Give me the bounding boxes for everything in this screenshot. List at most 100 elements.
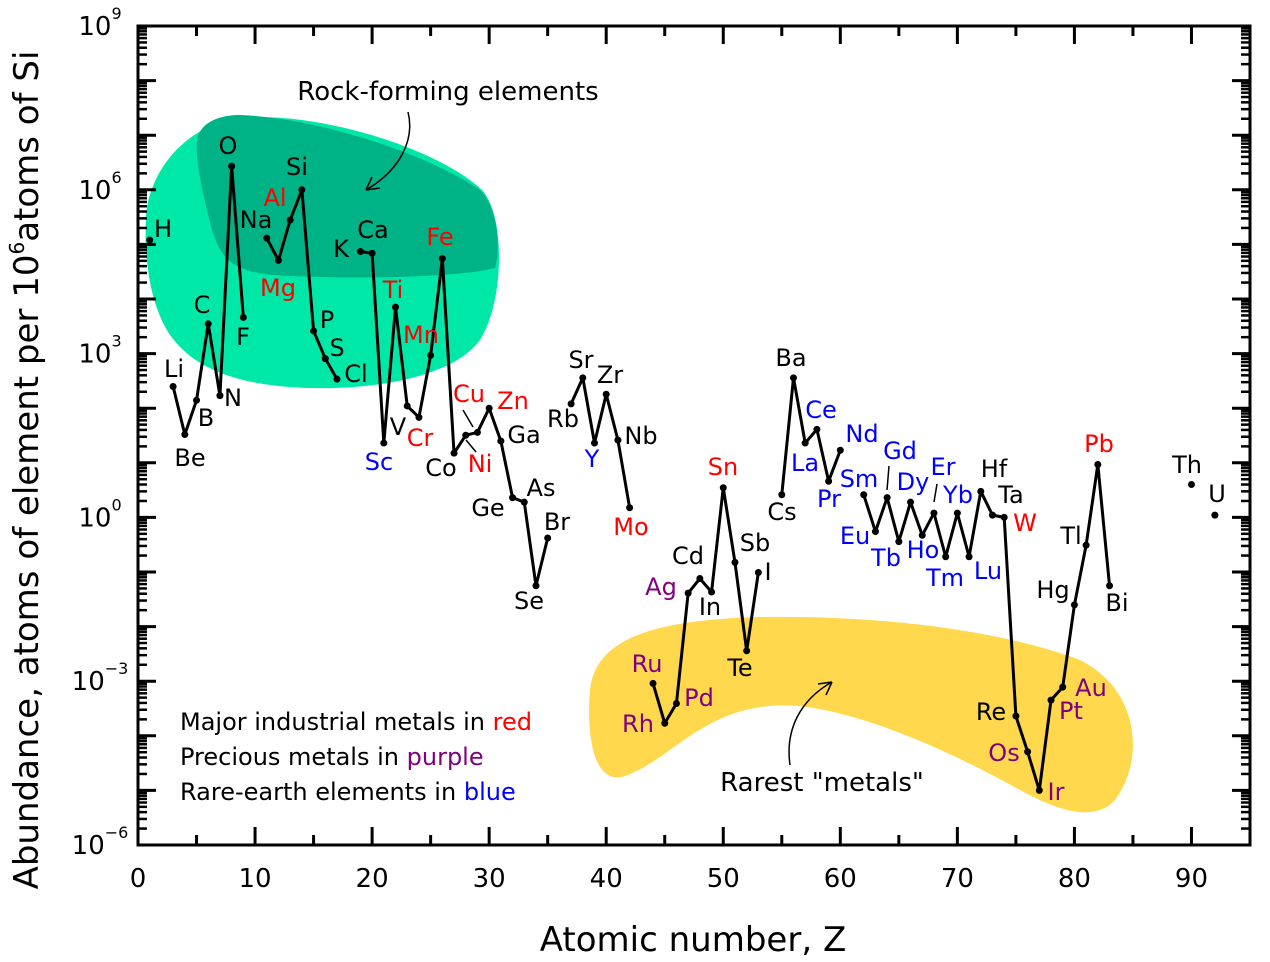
- label-zr: Zr: [597, 361, 623, 389]
- label-h: H: [154, 215, 172, 243]
- y-axis-label-suffix: atoms of Si: [7, 51, 47, 242]
- point-pb: [1094, 461, 1102, 469]
- label-k: K: [333, 235, 350, 263]
- point-v: [403, 402, 411, 410]
- point-c: [204, 320, 212, 328]
- point-li: [169, 382, 177, 390]
- x-tick-label: 50: [707, 864, 740, 894]
- point-sn: [719, 484, 727, 492]
- label-re: Re: [976, 698, 1006, 726]
- y-tick-label: 103: [78, 332, 121, 370]
- label-ag: Ag: [645, 573, 677, 601]
- label-mo: Mo: [613, 513, 648, 541]
- y-axis-label: Abundance, atoms of element per 106atoms…: [5, 51, 47, 890]
- point-fe: [438, 255, 446, 263]
- point-zn: [485, 404, 493, 412]
- axes: 0 10 20 30 40 50 60 70 80 90 109 106 103 100 10−3 10−6: [72, 4, 1252, 894]
- point-i: [754, 568, 762, 576]
- point-ta: [988, 511, 996, 519]
- label-p: P: [320, 306, 334, 334]
- label-se: Se: [514, 587, 544, 615]
- point-ho: [918, 531, 926, 539]
- legend: Major industrial metals in red Precious m…: [180, 708, 532, 806]
- point-gd: [883, 494, 891, 502]
- point-ti: [392, 303, 400, 311]
- point-cu: [473, 428, 481, 436]
- label-cr: Cr: [407, 424, 434, 452]
- label-ba: Ba: [775, 344, 806, 372]
- y-tick-label: 109: [78, 4, 121, 42]
- label-nb: Nb: [624, 422, 657, 450]
- label-mn: Mn: [403, 321, 439, 349]
- point-k: [356, 248, 364, 256]
- label-ca: Ca: [357, 216, 388, 244]
- rock-forming-label: Rock-forming elements: [297, 77, 598, 107]
- point-rb: [567, 400, 575, 408]
- point-nb: [614, 436, 622, 444]
- point-sb: [731, 558, 739, 566]
- label-c: C: [194, 291, 211, 319]
- point-rh: [661, 719, 669, 727]
- label-in: In: [699, 593, 721, 621]
- label-y: Y: [584, 445, 600, 473]
- point-ir: [1035, 786, 1043, 794]
- x-tick-label: 0: [130, 864, 147, 894]
- label-te: Te: [726, 654, 752, 682]
- label-ga: Ga: [507, 421, 540, 449]
- point-tm: [942, 553, 950, 561]
- legend-item-purple: Precious metals in purple: [180, 743, 484, 771]
- point-al: [286, 216, 294, 224]
- label-as: As: [527, 474, 556, 502]
- label-ho: Ho: [907, 536, 940, 564]
- label-dy: Dy: [897, 468, 930, 496]
- point-pr: [825, 477, 833, 485]
- label-cl: Cl: [344, 360, 367, 388]
- label-ir: Ir: [1048, 778, 1065, 806]
- point-mn: [427, 351, 435, 359]
- label-be: Be: [174, 444, 205, 472]
- label-gd: Gd: [883, 437, 917, 465]
- cu-leader: [462, 409, 474, 428]
- rarest-metals-arrow: [788, 681, 833, 766]
- rock-forming-region-dark: [196, 115, 498, 278]
- point-hg: [1070, 601, 1078, 609]
- x-tick-label: 70: [941, 864, 974, 894]
- label-tb: Tb: [870, 544, 901, 572]
- point-ag: [684, 589, 692, 597]
- gd-leader: [886, 465, 890, 491]
- point-si: [298, 186, 306, 194]
- label-br: Br: [544, 508, 570, 536]
- point-er: [930, 509, 938, 517]
- point-mg: [274, 256, 282, 264]
- label-o: O: [219, 132, 238, 160]
- label-au: Au: [1075, 674, 1107, 702]
- point-n: [216, 392, 224, 400]
- point-cl: [333, 375, 341, 383]
- label-rb: Rb: [547, 405, 579, 433]
- y-tick-label: 100: [78, 495, 121, 533]
- label-hg: Hg: [1036, 576, 1069, 604]
- point-tb: [895, 538, 903, 546]
- label-b: B: [198, 404, 214, 432]
- point-ca: [368, 249, 376, 257]
- label-ta: Ta: [997, 481, 1023, 509]
- point-sr: [579, 374, 587, 382]
- point-be: [181, 430, 189, 438]
- point-ce: [813, 425, 821, 433]
- x-tick-label: 60: [824, 864, 857, 894]
- label-sr: Sr: [568, 346, 593, 374]
- label-sm: Sm: [840, 465, 879, 493]
- point-se: [532, 582, 540, 590]
- label-ni: Ni: [468, 450, 493, 478]
- label-th: Th: [1171, 451, 1202, 479]
- label-rh: Rh: [622, 710, 654, 738]
- x-axis-label: Atomic number, Z: [540, 920, 846, 960]
- point-f: [239, 313, 247, 321]
- point-re: [1012, 712, 1020, 720]
- x-tick-label: 30: [473, 864, 506, 894]
- point-u: [1211, 511, 1219, 519]
- label-al: Al: [263, 184, 286, 212]
- point-yb: [953, 509, 961, 517]
- label-pb: Pb: [1084, 430, 1114, 458]
